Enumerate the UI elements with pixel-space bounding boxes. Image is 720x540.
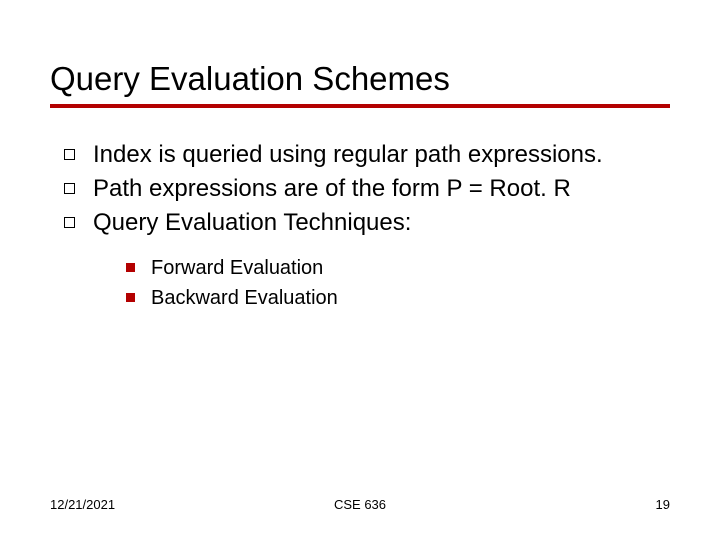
- bullet-text: Query Evaluation Techniques:: [93, 206, 411, 240]
- list-item: Index is queried using regular path expr…: [64, 138, 670, 172]
- square-bullet-icon: [64, 183, 75, 194]
- list-item: Path expressions are of the form P = Roo…: [64, 172, 670, 206]
- footer-course: CSE 636: [334, 497, 386, 512]
- list-item: Query Evaluation Techniques:: [64, 206, 670, 240]
- footer-date: 12/21/2021: [50, 497, 115, 512]
- square-bullet-icon: [64, 149, 75, 160]
- bullet-text: Index is queried using regular path expr…: [93, 138, 603, 172]
- square-bullet-icon: [64, 217, 75, 228]
- bullet-text: Path expressions are of the form P = Roo…: [93, 172, 571, 206]
- bullet-text: Backward Evaluation: [151, 284, 338, 312]
- square-filled-bullet-icon: [126, 263, 135, 272]
- slide-footer: 12/21/2021 CSE 636 19: [50, 497, 670, 512]
- bullet-text: Forward Evaluation: [151, 254, 323, 282]
- slide-title: Query Evaluation Schemes: [50, 60, 670, 98]
- title-underline: [50, 104, 670, 108]
- list-item: Backward Evaluation: [126, 284, 670, 312]
- bullet-list-level2: Forward Evaluation Backward Evaluation: [126, 254, 670, 312]
- footer-page-number: 19: [656, 497, 670, 512]
- list-item: Forward Evaluation: [126, 254, 670, 282]
- bullet-list-level1: Index is queried using regular path expr…: [64, 138, 670, 240]
- square-filled-bullet-icon: [126, 293, 135, 302]
